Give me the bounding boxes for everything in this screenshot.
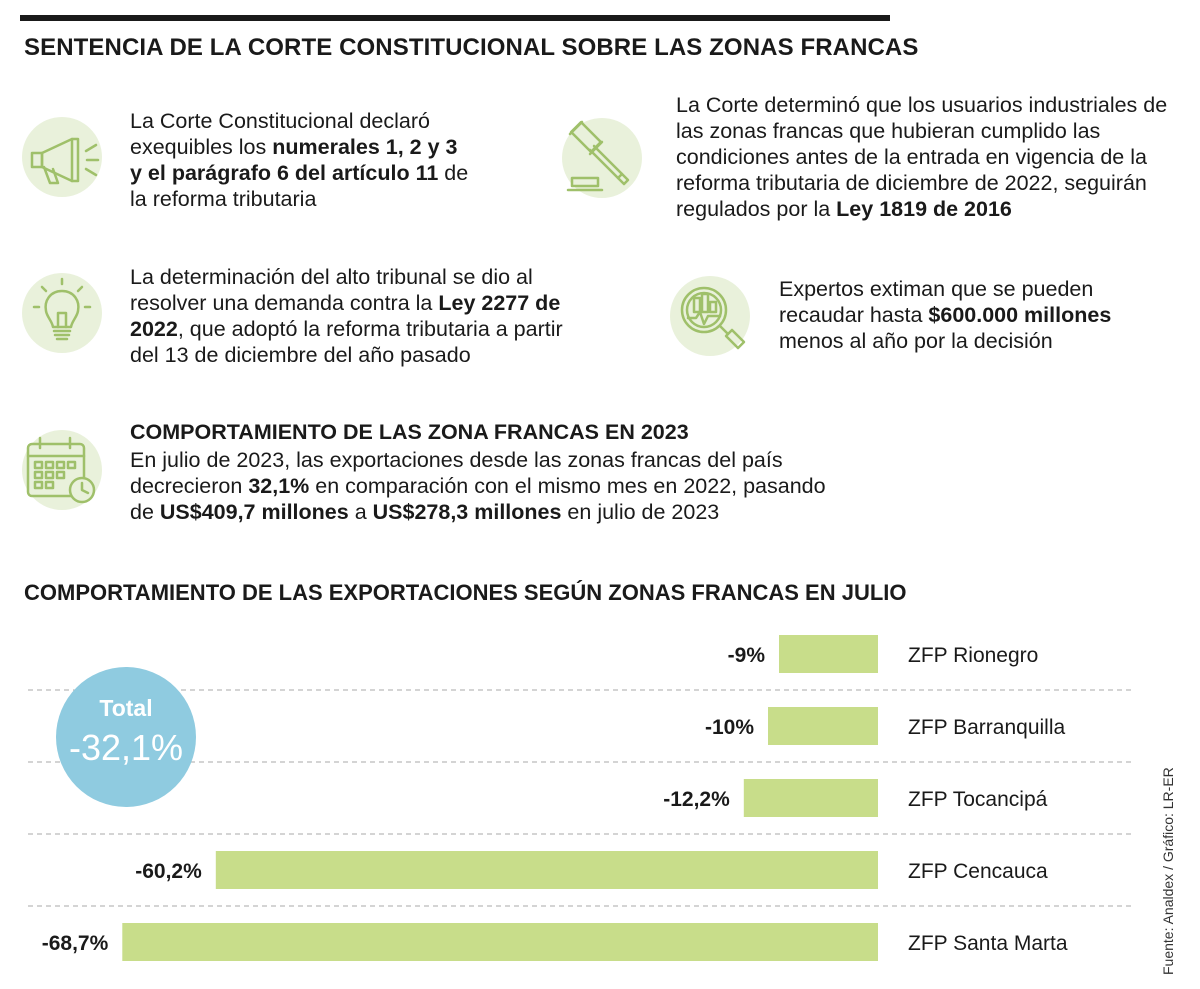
category-label: ZFP Santa Marta (908, 932, 1068, 955)
category-label: ZFP Barranquilla (908, 716, 1066, 739)
block-text-3: La determinación del alto tribunal se di… (130, 265, 563, 367)
bar (743, 779, 878, 817)
chart-title: COMPORTAMIENTO DE LAS EXPORTACIONES SEGÚ… (24, 580, 907, 605)
value-label: -10% (705, 716, 754, 739)
lightbulb-icon (22, 273, 102, 353)
value-label: -9% (728, 644, 766, 667)
total-label: Total (99, 695, 152, 721)
magnifier-chart-icon (670, 276, 750, 356)
block-text-2: La Corte determinó que los usuarios indu… (676, 93, 1168, 221)
block-text-5: En julio de 2023, las exportaciones desd… (130, 448, 826, 524)
bar (779, 635, 878, 673)
gavel-icon (562, 118, 642, 198)
bar (215, 851, 879, 889)
category-label: ZFP Rionegro (908, 644, 1038, 667)
bar (122, 923, 879, 961)
category-label: ZFP Cencauca (908, 860, 1048, 883)
megaphone-icon (22, 117, 102, 197)
section-heading: COMPORTAMIENTO DE LAS ZONA FRANCAS EN 20… (130, 420, 689, 444)
value-label: -12,2% (663, 788, 730, 811)
block-text-4: Expertos extiman que se pueden recaudar … (779, 277, 1112, 353)
value-label: -60,2% (135, 860, 202, 883)
block-text-1: La Corte Constitucional declaró exequibl… (130, 109, 469, 211)
source-credit: Fuente: Analdex / Gráfico: LR-ER (1160, 767, 1176, 975)
value-label: -68,7% (42, 932, 109, 955)
category-label: ZFP Tocancipá (908, 788, 1048, 811)
page-title: SENTENCIA DE LA CORTE CONSTITUCIONAL SOB… (24, 34, 919, 61)
top-rule (20, 15, 890, 21)
bar (768, 707, 878, 745)
calendar-clock-icon (22, 430, 102, 510)
total-value: -32,1% (69, 727, 183, 768)
total-bubble (56, 667, 196, 807)
bar-chart: -9% ZFP Rionegro -10% ZFP Barranquilla -12,2… (28, 635, 1135, 961)
